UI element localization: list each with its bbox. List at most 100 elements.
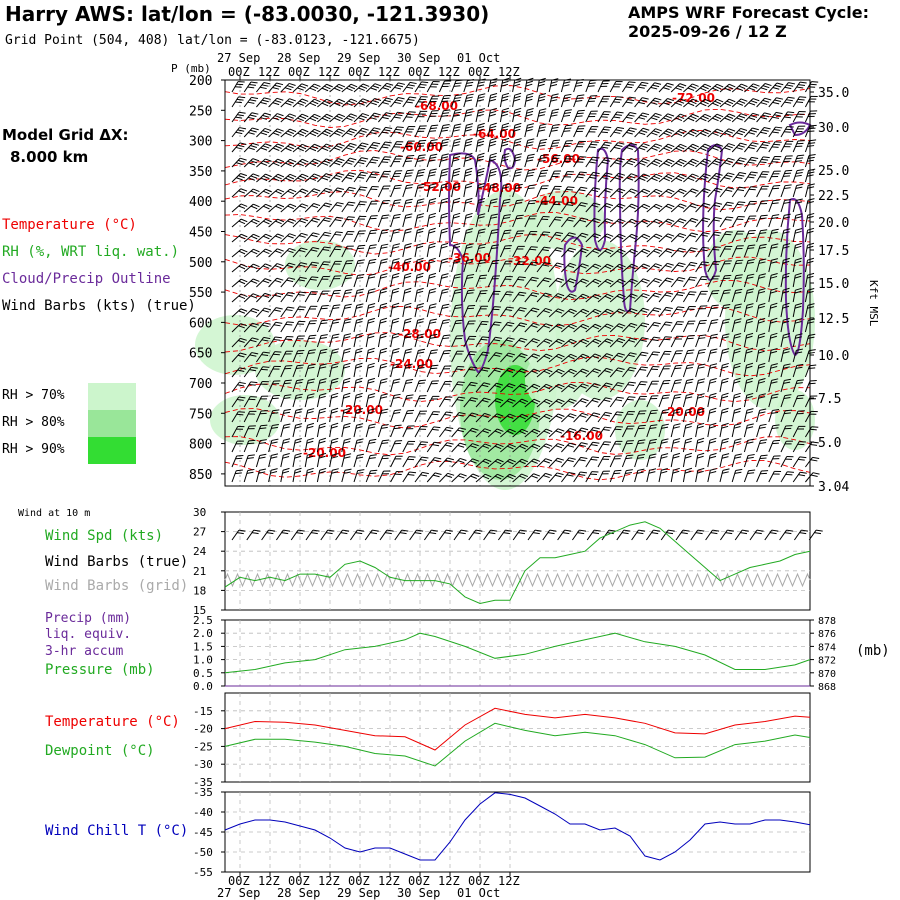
wind-barb [536, 138, 548, 153]
wind-barb [256, 173, 272, 183]
model-grid-label: Model Grid ΔX: [2, 126, 129, 144]
wind-barb [658, 173, 675, 183]
wind-barb [280, 143, 297, 153]
wind-barb [792, 257, 802, 273]
wind-barb [622, 218, 638, 228]
wind-barb [548, 201, 563, 213]
wind-barb [682, 291, 697, 303]
wind-barb [292, 232, 308, 243]
wind-barb [707, 319, 719, 333]
wind-barb [524, 169, 536, 183]
wind-barb [487, 137, 497, 153]
wind-barb [682, 305, 696, 318]
wind-barb [536, 262, 552, 273]
wind-barb [719, 231, 733, 243]
wind-barb [756, 332, 766, 348]
temp-panel-ytick-label: -25 [193, 740, 213, 753]
wind-barb [377, 302, 388, 318]
top-hour-label: 00Z [228, 65, 250, 79]
temp-panel-ytick-label: -15 [193, 705, 213, 718]
kft-tick-label: 12.5 [818, 312, 849, 327]
wind-barb [768, 347, 778, 363]
wind-barb [536, 307, 552, 318]
wind-barb [585, 248, 602, 258]
surface-wind-barb [409, 529, 424, 541]
wind-barb [341, 201, 356, 213]
legend-temperature: Temperature (°C) [2, 217, 137, 233]
wind-barb [695, 217, 711, 228]
wind-barb [695, 232, 710, 243]
wind-barb [451, 182, 461, 198]
wind-barb [402, 287, 412, 303]
wind-barb [329, 348, 340, 363]
wind-barb [329, 289, 341, 303]
wind-barb [463, 243, 474, 258]
wind-barb [292, 276, 307, 288]
page-title: Harry AWS: lat/lon = (-83.0030, -121.393… [5, 2, 490, 26]
wind-barb [561, 216, 576, 228]
wind-barb [390, 348, 400, 363]
wind-barb [463, 167, 473, 183]
wind-barb [634, 143, 650, 153]
wind-barb [316, 246, 331, 258]
wind-barb [243, 158, 260, 168]
wind-barb [670, 203, 687, 213]
wind-barb [743, 288, 754, 303]
wind-barb [695, 128, 712, 138]
wind-barb [731, 318, 742, 333]
wind-barb [268, 82, 284, 93]
wind-panel-frame [224, 511, 811, 611]
wind-barb [719, 172, 735, 183]
wind-barb [695, 261, 709, 273]
wind-barb [622, 173, 638, 183]
wind-barb [243, 112, 259, 123]
wind-barb [524, 200, 537, 213]
wind-barb [780, 155, 793, 168]
wind-barb [365, 97, 382, 108]
wind-barb [317, 128, 333, 138]
wind-barb [329, 231, 343, 243]
wind-barb [622, 233, 638, 243]
wind-barb [682, 335, 695, 348]
wind-barb [426, 318, 437, 333]
wind-barb [316, 305, 329, 318]
wind-barb [268, 292, 284, 303]
wind-barb [292, 218, 309, 228]
wind-barb [548, 139, 561, 153]
wind-barb [268, 158, 285, 168]
wind-barb [597, 203, 613, 213]
wind-barb [426, 212, 437, 228]
wind-barb [573, 338, 590, 348]
surface-wind-barb [438, 529, 453, 541]
wind-panel-ytick-label: 24 [193, 545, 207, 558]
wind-barb [548, 124, 560, 138]
pressure-tick-label: 300 [189, 135, 212, 150]
wind-barb [744, 142, 759, 153]
wind-barb [622, 157, 638, 168]
wind-barb [475, 259, 487, 273]
temperature-contour [224, 332, 811, 353]
wind-barb [377, 287, 388, 303]
wind-barb [231, 111, 246, 123]
wind-barb [658, 203, 675, 213]
wind-barb [231, 293, 248, 303]
wind-barb [768, 155, 782, 168]
wind-barb [512, 214, 524, 228]
wind-barb [609, 352, 625, 363]
wind-barb [292, 143, 309, 153]
precip-panel-ytick-label: 0.5 [193, 667, 213, 680]
wind-barb [316, 334, 328, 348]
wind-barb [414, 183, 425, 198]
wind-barb [243, 127, 259, 138]
wind-barb [561, 293, 577, 303]
wind-barb [585, 263, 602, 273]
wind-barb [292, 320, 306, 333]
wind-barb [353, 98, 370, 108]
wind-barb [792, 287, 802, 303]
wind-barb [256, 203, 272, 213]
wind-barb [792, 140, 805, 153]
wind-barb [731, 142, 747, 153]
wind-barb [792, 169, 804, 183]
wind-barb [451, 123, 462, 138]
surface-wind-barb [423, 529, 438, 541]
